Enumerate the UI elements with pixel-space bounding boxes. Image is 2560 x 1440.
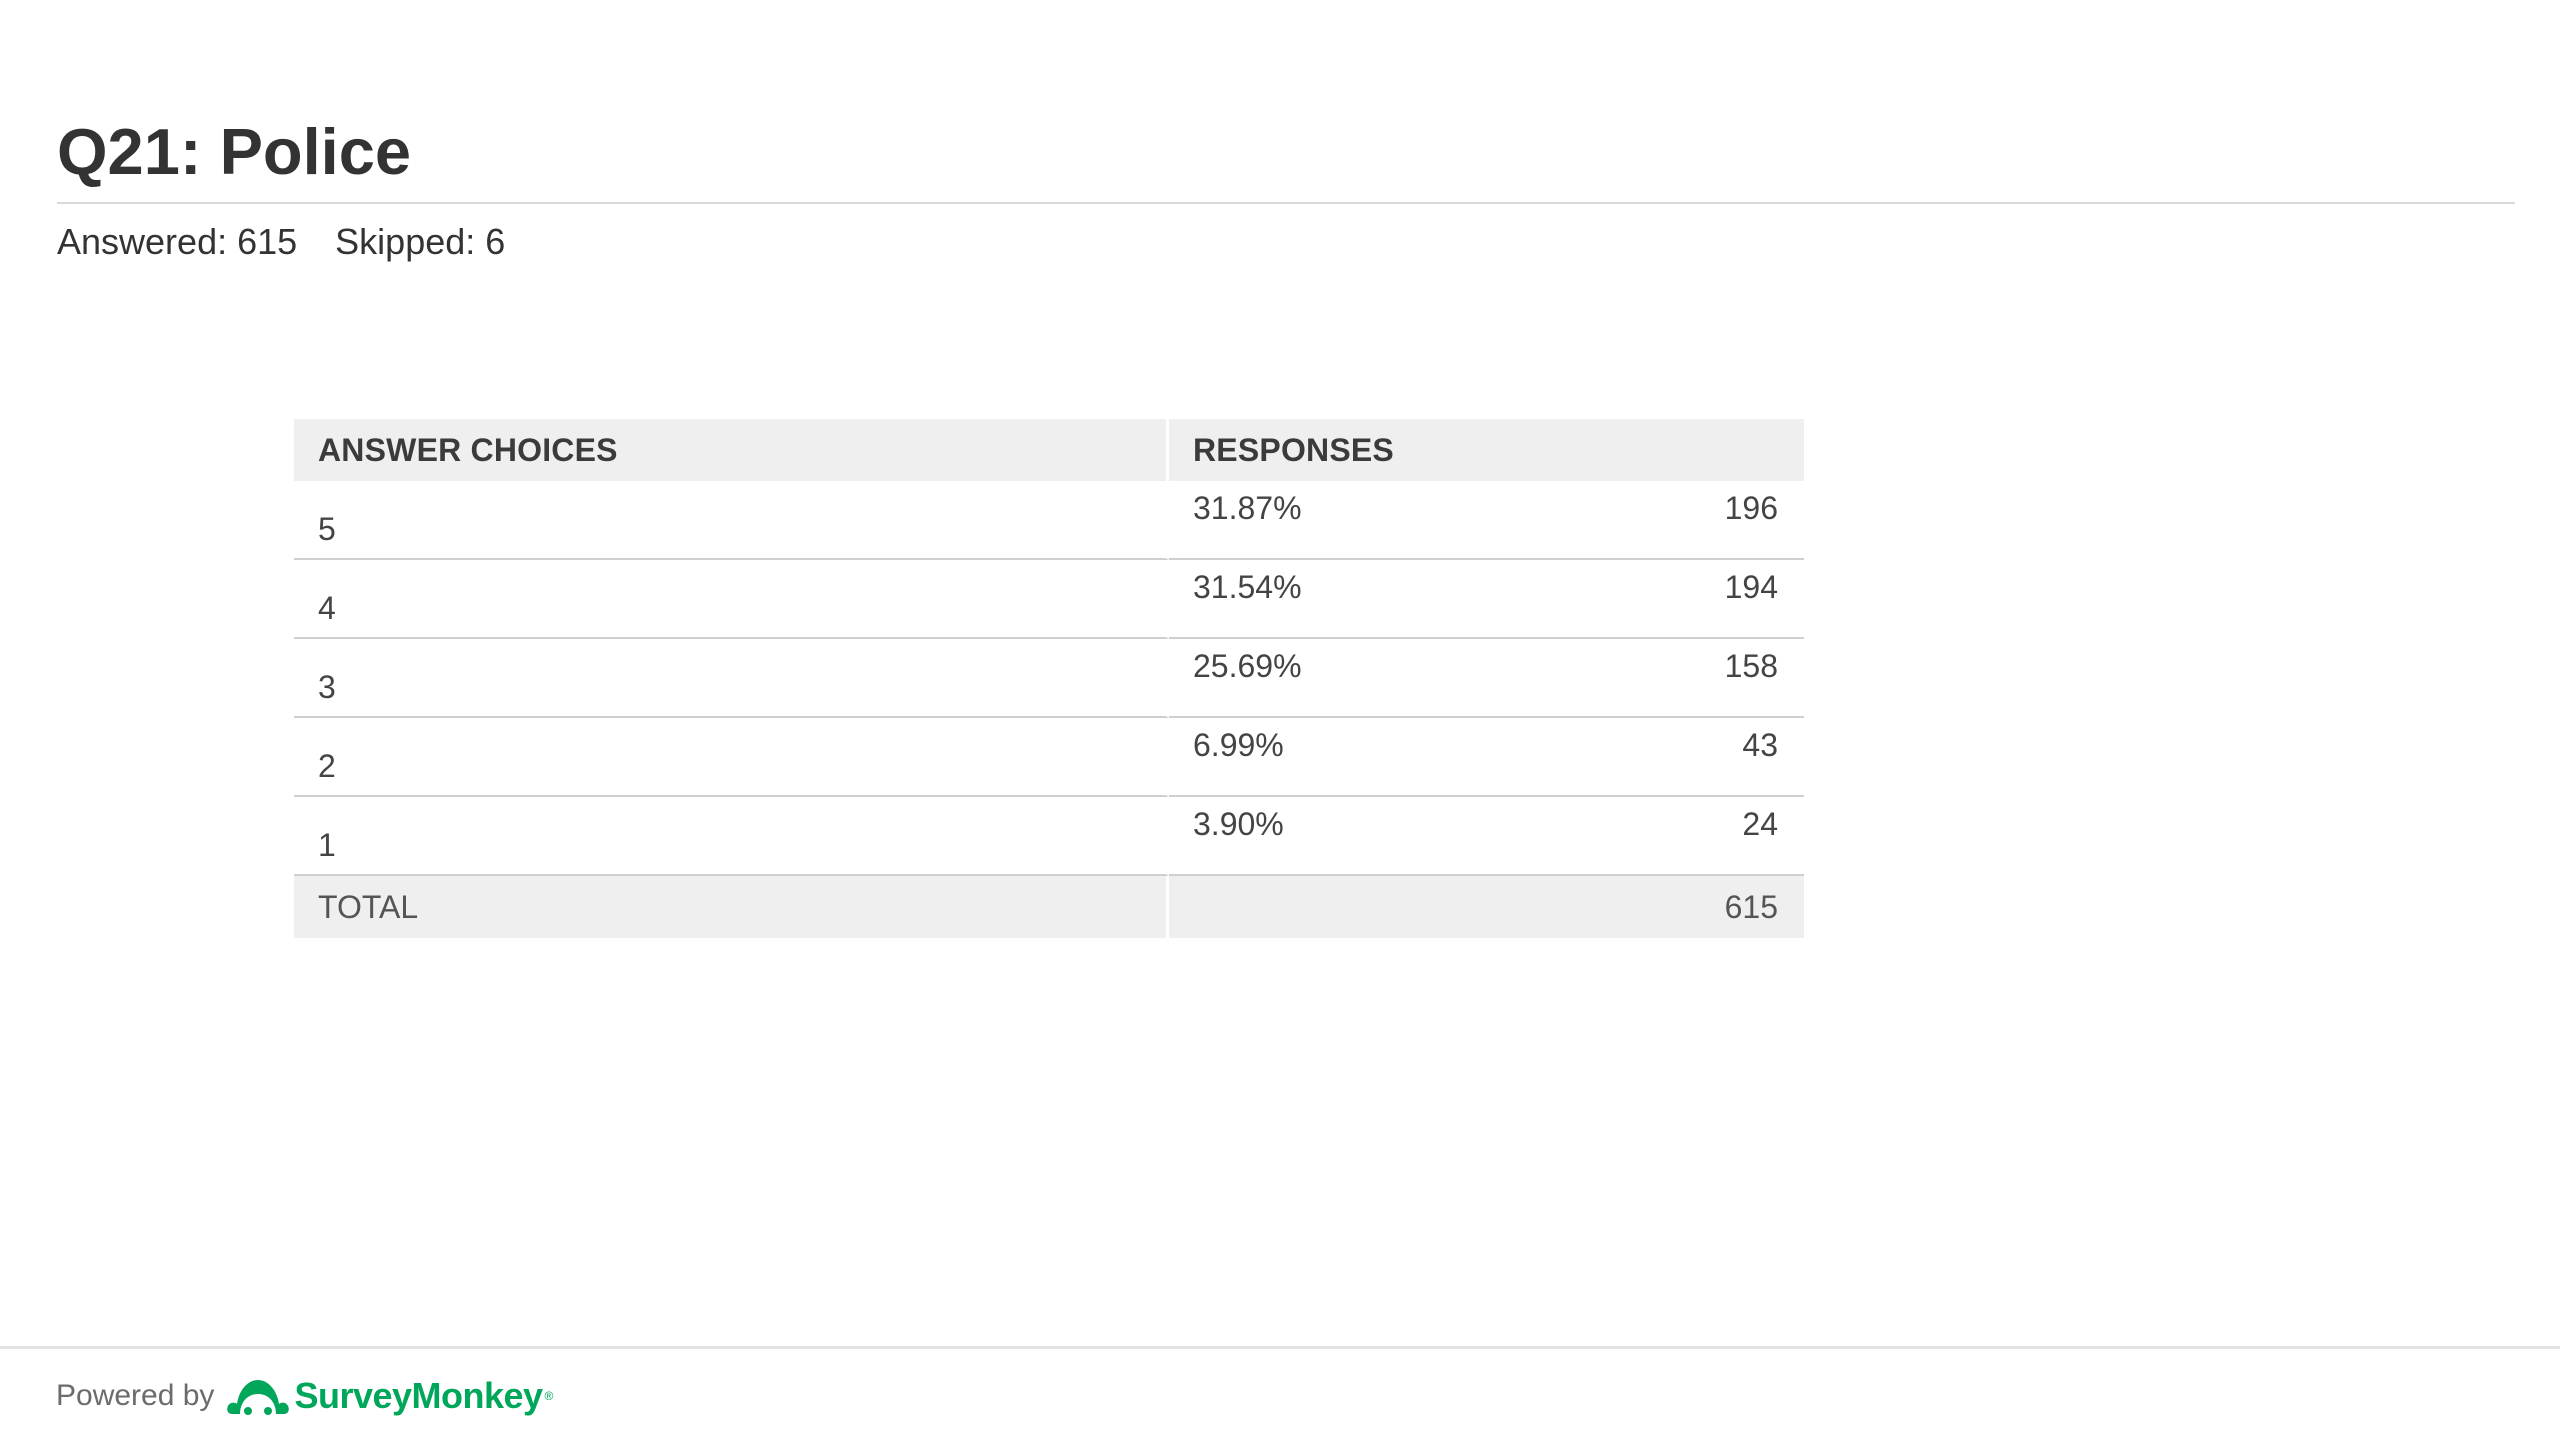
- response-percent: 3.90%: [1169, 797, 1554, 876]
- surveymonkey-wordmark: SurveyMonkey: [294, 1375, 543, 1416]
- total-label: TOTAL: [294, 876, 1169, 938]
- surveymonkey-logo-link[interactable]: SurveyMonkey ®: [226, 1374, 553, 1418]
- response-count: 43: [1553, 718, 1804, 797]
- total-count: 615: [1169, 876, 1804, 938]
- powered-by-label: Powered by: [56, 1379, 215, 1412]
- header-answer-choices: ANSWER CHOICES: [294, 419, 1169, 481]
- surveymonkey-logo-icon: [226, 1374, 290, 1418]
- results-table: ANSWER CHOICES RESPONSES 5 31.87% 196 4 …: [294, 419, 1804, 938]
- answer-choice: 5: [294, 481, 1169, 560]
- total-row: TOTAL 615: [294, 876, 1804, 938]
- table-row: 4 31.54% 194: [294, 560, 1804, 639]
- answer-choice: 1: [294, 797, 1169, 876]
- table-header-row: ANSWER CHOICES RESPONSES: [294, 419, 1804, 481]
- table-row: 3 25.69% 158: [294, 639, 1804, 718]
- question-title: Q21: Police: [57, 115, 412, 188]
- response-percent: 25.69%: [1169, 639, 1554, 718]
- table-row: 1 3.90% 24: [294, 797, 1804, 876]
- trademark-symbol: ®: [544, 1389, 554, 1403]
- table-row: 2 6.99% 43: [294, 718, 1804, 797]
- response-percent: 31.54%: [1169, 560, 1554, 639]
- table-row: 5 31.87% 196: [294, 481, 1804, 560]
- response-count: 196: [1553, 481, 1804, 560]
- response-count: 158: [1553, 639, 1804, 718]
- response-stats: Answered: 615 Skipped: 6: [57, 220, 505, 264]
- title-divider: [57, 202, 2515, 204]
- footer-divider: [0, 1346, 2560, 1349]
- header-responses: RESPONSES: [1169, 419, 1804, 481]
- skipped-count: Skipped: 6: [335, 221, 506, 262]
- answer-choice: 3: [294, 639, 1169, 718]
- response-percent: 31.87%: [1169, 481, 1554, 560]
- answer-choice: 2: [294, 718, 1169, 797]
- answer-choice: 4: [294, 560, 1169, 639]
- footer: Powered by SurveyMonkey ®: [56, 1370, 553, 1422]
- answered-count: Answered: 615: [57, 221, 298, 262]
- response-percent: 6.99%: [1169, 718, 1554, 797]
- response-count: 24: [1553, 797, 1804, 876]
- response-count: 194: [1553, 560, 1804, 639]
